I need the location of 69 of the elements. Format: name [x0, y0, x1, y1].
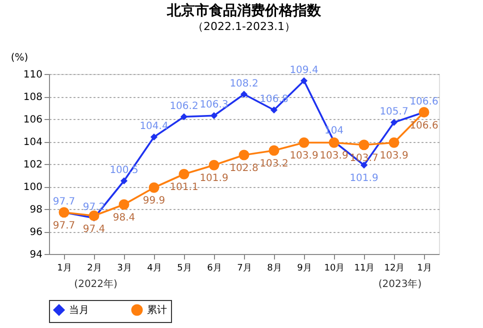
x-tick-label: 10月	[324, 264, 345, 274]
chart-subtitle: （2022.1-2023.1）	[192, 20, 296, 33]
x-tick-label: 3月	[117, 264, 132, 274]
point	[180, 113, 188, 120]
point	[118, 199, 130, 210]
data-label: 103.9	[320, 150, 348, 162]
x-tick-label: 11月	[354, 264, 375, 274]
data-label: 106.6	[410, 96, 438, 108]
y-tick-label: 102	[23, 160, 42, 170]
x-tick-label: 5月	[177, 264, 192, 274]
text: (2022年)	[74, 278, 118, 290]
x-tick-label: 4月	[147, 264, 162, 274]
legend-label: 累计	[147, 304, 167, 316]
y-tick-label: 96	[30, 227, 42, 238]
data-label: 106.2	[170, 100, 198, 112]
y-tick-label: 106	[23, 114, 42, 126]
x-tick-label: 1月	[57, 264, 72, 274]
x-tick-label: 6月	[207, 264, 222, 274]
point	[178, 168, 190, 180]
x-tick-label: 9月	[297, 264, 312, 274]
text: (2023年)	[378, 278, 422, 290]
data-label: 97.7	[52, 196, 76, 208]
y-axis-title: (%)	[10, 52, 28, 64]
y-tick-label: 108	[23, 92, 42, 103]
data-label: 105.7	[380, 106, 408, 118]
data-label: 106.6	[410, 120, 438, 132]
point	[388, 137, 400, 148]
point	[390, 118, 398, 126]
point	[208, 160, 220, 170]
data-label: 103.9	[380, 150, 408, 162]
point	[270, 106, 278, 114]
data-label: 108.2	[230, 78, 258, 90]
y-tick-label: 110	[23, 70, 42, 80]
data-label: 98.4	[112, 212, 136, 224]
data-label: 106.3	[200, 100, 228, 111]
legend-label: 当月	[69, 304, 89, 316]
data-label: 97.4	[82, 224, 106, 235]
x-tick-label: 8月	[267, 264, 282, 274]
x-tick-label: 7月	[237, 264, 252, 274]
y-tick-label: 94	[30, 250, 42, 260]
data-label: 103.2	[260, 158, 288, 170]
chart-title: 北京市食品消费价格指数	[166, 2, 322, 19]
data-label: 99.9	[142, 196, 166, 207]
point	[268, 145, 280, 156]
point	[148, 182, 160, 193]
y-tick-label: 100	[23, 182, 42, 193]
data-label: 104.4	[140, 121, 168, 132]
data-label: 102.8	[230, 163, 258, 174]
point	[238, 150, 250, 160]
x-tick-label: 1月	[417, 264, 432, 274]
y-tick-label: 98	[30, 204, 42, 216]
data-label: 103.9	[290, 150, 318, 162]
data-label: 109.4	[290, 64, 318, 76]
y-tick-label: 104	[23, 137, 42, 148]
data-label: 101.9	[350, 173, 378, 184]
x-tick-label: 2月	[87, 264, 102, 274]
point	[298, 137, 310, 148]
point	[88, 210, 100, 221]
point	[210, 112, 218, 120]
data-label: 101.1	[170, 182, 198, 194]
data-label: 101.9	[200, 173, 228, 184]
point	[150, 133, 158, 141]
point	[300, 77, 308, 84]
point	[358, 140, 370, 150]
x-tick-label: 12月	[384, 264, 405, 274]
data-label: 97.7	[52, 220, 76, 232]
point	[328, 137, 340, 148]
point	[240, 90, 248, 98]
point	[120, 177, 128, 184]
